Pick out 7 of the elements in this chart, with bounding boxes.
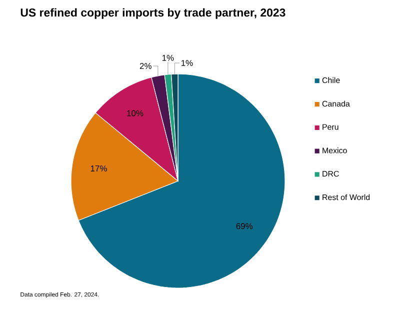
data-label: 2% <box>140 63 152 69</box>
data-label: 1% <box>162 54 174 61</box>
data-label: 10% <box>127 110 144 116</box>
chart-title: US refined copper imports by trade partner, 2023 <box>20 8 286 19</box>
data-label: 69% <box>236 223 253 230</box>
data-label: 1% <box>181 60 193 66</box>
data-label: 17% <box>90 165 107 172</box>
